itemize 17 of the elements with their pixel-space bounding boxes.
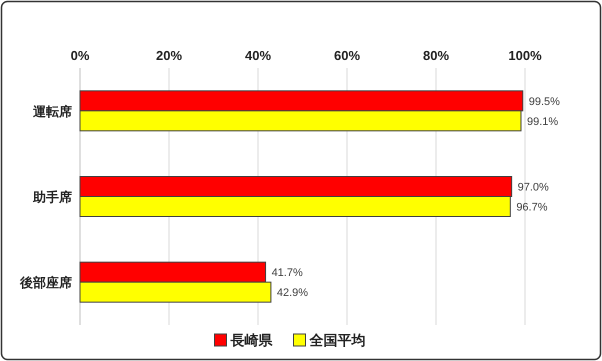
legend-label: 長崎県 xyxy=(230,332,274,348)
data-label: 97.0% xyxy=(518,182,550,194)
y-tick-label: 助手席 xyxy=(32,190,72,204)
x-tick-label: 40% xyxy=(244,48,272,63)
data-label: 99.5% xyxy=(528,96,560,108)
legend-label: 全国平均 xyxy=(308,332,366,348)
x-tick-label: 80% xyxy=(422,48,450,63)
data-label: 96.7% xyxy=(516,202,548,214)
y-tick-label: 運転席 xyxy=(32,104,72,119)
x-tick-label: 0% xyxy=(70,48,90,63)
x-tick-label: 60% xyxy=(334,48,360,63)
x-tick-label: 20% xyxy=(156,48,182,63)
y-tick-label: 後部座席 xyxy=(19,275,72,290)
data-label: 42.9% xyxy=(276,287,308,300)
data-label: 41.7% xyxy=(272,267,303,280)
data-label: 99.1% xyxy=(526,116,558,128)
x-tick-label: 100% xyxy=(508,48,542,63)
